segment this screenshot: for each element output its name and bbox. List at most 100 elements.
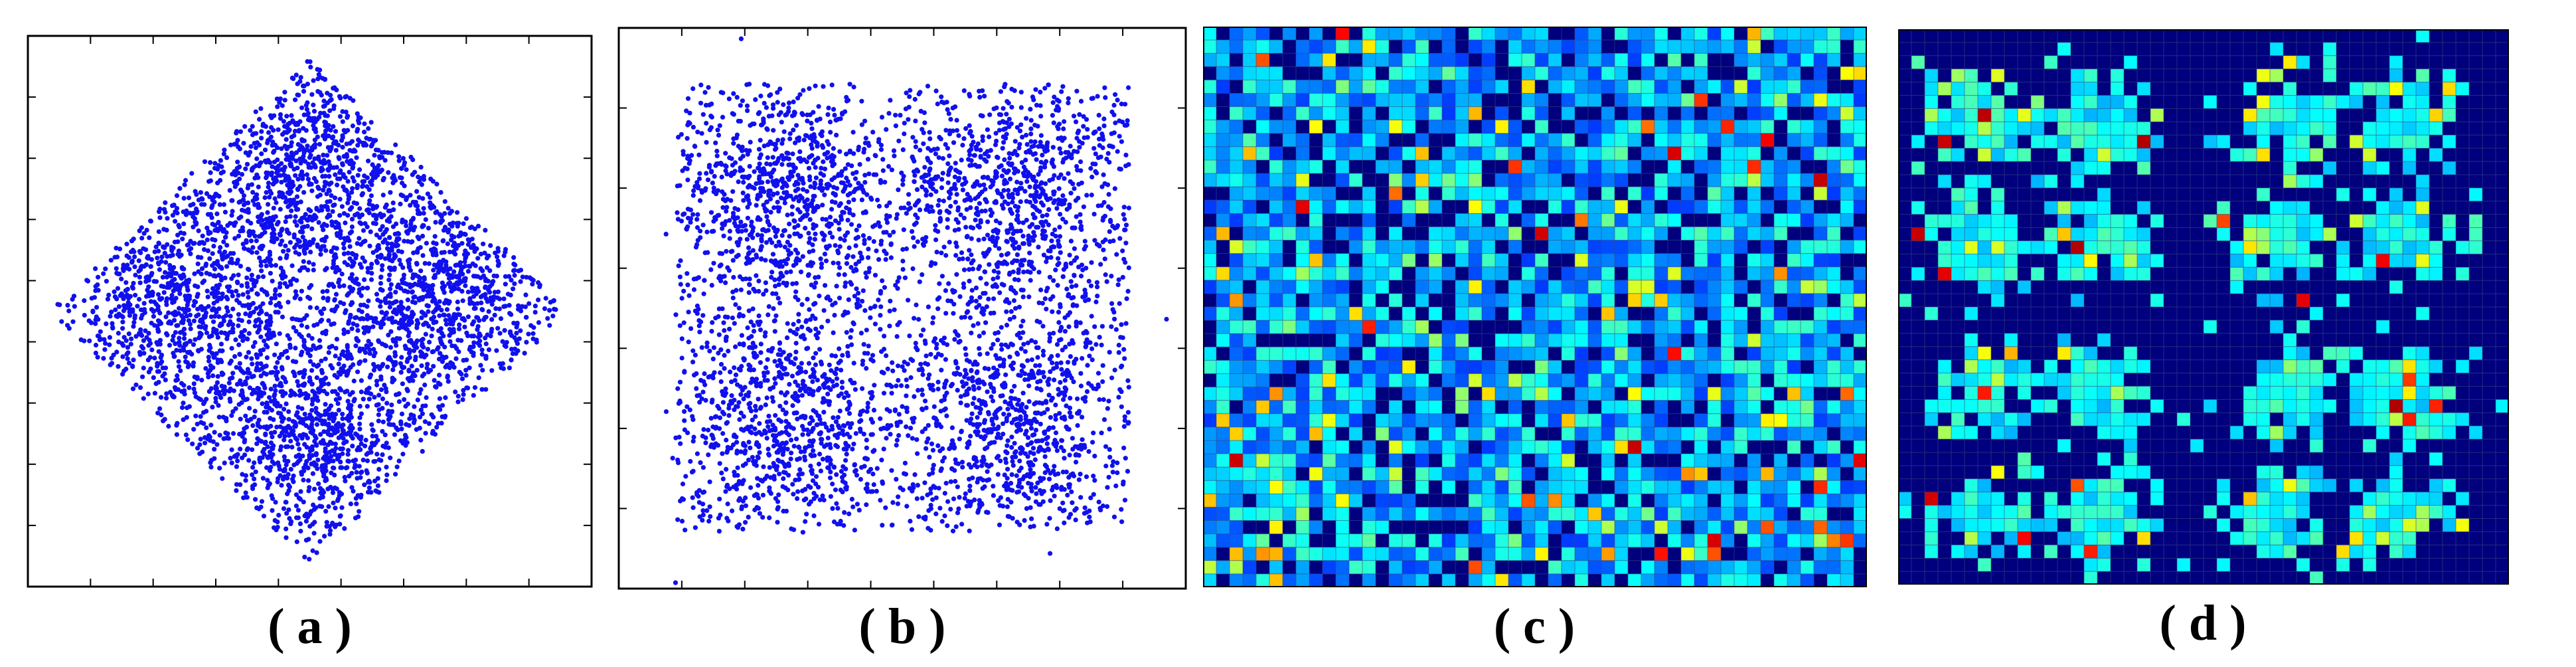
scatter-point [419,182,425,187]
scatter-point [167,262,173,268]
scatter-point [214,283,219,288]
scatter-point [1017,128,1023,134]
scatter-point [876,257,882,262]
scatter-point [380,419,386,425]
scatter-point [345,179,351,184]
scatter-point [227,389,232,394]
scatter-point [319,370,325,375]
scatter-point [390,258,395,264]
scatter-point [224,242,230,248]
scatter-point [285,355,290,361]
scatter-point [699,396,704,401]
scatter-point [319,204,324,209]
scatter-point [141,351,147,356]
scatter-point [252,415,257,420]
scatter-point [254,318,259,323]
scatter-point [380,193,386,198]
scatter-point [1076,477,1082,482]
scatter-point [164,331,169,336]
scatter-point [388,282,394,287]
scatter-point [293,203,298,209]
scatter-point [489,302,495,307]
scatter-point [461,387,466,393]
scatter-point [543,296,548,301]
scatter-point [399,427,404,432]
scatter-point [501,253,507,258]
scatter-point [282,165,287,170]
scatter-point [323,375,329,381]
scatter-point [258,304,263,310]
scatter-point [319,464,325,470]
scatter-point [267,195,272,200]
scatter-point [399,165,404,171]
scatter-point [299,145,305,150]
scatter-point [793,289,799,294]
scatter-point [195,254,201,260]
scatter-point [254,156,260,161]
scatter-point [387,272,392,278]
scatter-point [147,274,152,280]
scatter-point [723,151,728,156]
scatter-point [126,360,132,366]
scatter-point [311,267,316,273]
scatter-point [272,393,277,399]
scatter-point [132,264,137,270]
scatter-point [317,344,323,349]
scatter-point [125,350,131,355]
scatter-point [374,382,380,388]
scatter-point [340,162,345,167]
scatter-point [457,260,463,265]
scatter-point [295,405,301,410]
scatter-point [518,328,523,334]
scatter-point [255,361,260,366]
scatter-point [772,359,777,364]
scatter-point [714,148,720,154]
scatter-point [700,112,706,117]
scatter-point [260,301,266,306]
scatter-point [368,193,374,199]
scatter-point [206,355,211,360]
scatter-point [147,337,152,343]
scatter-point [141,231,147,236]
scatter-point [355,143,361,148]
scatter-point [359,309,364,314]
scatter-point [486,309,491,314]
scatter-point [690,359,696,365]
scatter-point [463,283,468,288]
scatter-point [322,103,327,108]
scatter-point [322,76,328,82]
scatter-point [371,353,376,359]
scatter-point [242,246,247,251]
scatter-point [283,137,289,142]
scatter-point [283,243,288,248]
scatter-point [124,241,129,246]
scatter-point [382,298,388,304]
scatter-point [210,365,216,370]
scatter-point [160,365,165,371]
scatter-point [1109,301,1115,306]
scatter-point [902,359,907,365]
scatter-point [1018,346,1024,351]
scatter-point [526,301,532,306]
scatter-point [355,281,360,286]
scatter-point [390,300,396,306]
scatter-point [321,456,326,461]
scatter-point [187,312,193,318]
scatter-point [293,158,299,163]
scatter-point [289,389,295,395]
scatter-point [948,203,953,209]
scatter-point [447,284,453,290]
scatter-point [442,312,447,318]
scatter-point [287,128,292,133]
scatter-point [520,274,525,280]
scatter-point [191,386,197,392]
scatter-point [281,506,287,512]
scatter-point [183,432,189,438]
scatter-point [250,447,255,452]
scatter-point [1011,298,1016,304]
scatter-point [429,247,434,252]
scatter-point [78,337,84,342]
scatter-point [364,316,370,322]
scatter-point [701,427,706,432]
scatter-point [461,221,466,227]
